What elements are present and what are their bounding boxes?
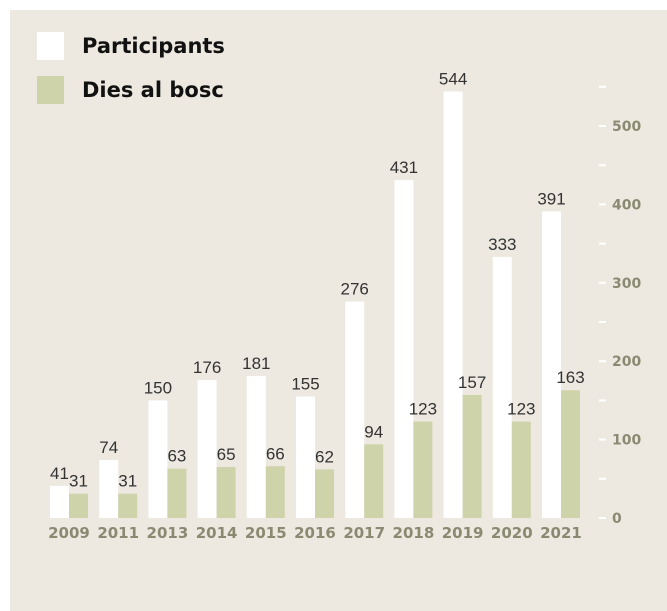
legend-swatch-participants	[37, 32, 64, 60]
x-tick-label: 2020	[491, 524, 533, 542]
bar-days	[413, 421, 433, 518]
bar-value-label-participants: 155	[291, 374, 319, 393]
bar-value-label-participants: 431	[390, 158, 418, 177]
bar-days	[561, 390, 580, 518]
bar-days	[118, 493, 138, 518]
y-axis: 0 100 200 300 400 500	[599, 85, 641, 527]
bar-value-label-participants: 181	[242, 354, 270, 373]
x-tick-label: 2021	[540, 524, 582, 542]
bar-value-label-participants: 544	[439, 70, 467, 89]
bar-value-label-participants: 74	[99, 438, 118, 457]
bar-participants	[542, 211, 561, 518]
bar-participants	[197, 380, 217, 518]
bar-participants	[492, 256, 512, 518]
bars	[50, 91, 580, 518]
bar-labels: 41 31743115063176651816615562276944311235…	[50, 70, 585, 491]
bar-value-label-days: 163	[556, 368, 584, 387]
bar-participants	[296, 396, 315, 518]
bar-value-label-participants: 333	[488, 235, 516, 254]
bar-participants	[246, 376, 266, 518]
bar-value-label-days: 123	[507, 400, 535, 419]
x-axis: 2009 2011 2013 2014 2015 2016 2017 2018 2019 2020…	[48, 524, 582, 542]
bar-days	[462, 394, 482, 518]
x-tick-label: 2014	[196, 524, 238, 542]
bar-value-label-participants: 150	[144, 378, 172, 397]
bar-value-label-participants: 276	[341, 280, 369, 299]
bar-days	[216, 467, 236, 518]
bar-days	[511, 421, 531, 518]
x-tick-label: 2016	[294, 524, 336, 542]
y-tick-label: 0	[612, 511, 622, 527]
y-tick-label: 500	[612, 119, 641, 135]
legend-label-days: Dies al bosc	[82, 78, 224, 102]
x-tick-label: 2015	[245, 524, 287, 542]
bar-participants	[148, 400, 168, 518]
bar-participants	[99, 459, 119, 518]
legend: Participants Dies al bosc	[37, 32, 225, 104]
bar-value-label-days: 62	[315, 447, 334, 466]
x-tick-label: 2019	[442, 524, 484, 542]
bar-days	[69, 493, 88, 518]
bar-value-label-participants: 176	[193, 358, 221, 377]
x-tick-label: 2018	[393, 524, 435, 542]
bar-participants	[394, 180, 414, 518]
bar-days	[315, 469, 334, 518]
bar-value-label-days: 65	[217, 445, 236, 464]
y-tick-label: 400	[612, 197, 641, 213]
bar-participants	[345, 301, 365, 518]
legend-swatch-days	[37, 76, 64, 104]
legend-label-participants: Participants	[82, 34, 225, 58]
bar-value-label-participants: 391	[537, 189, 565, 208]
y-tick-label: 100	[612, 433, 641, 449]
bar-value-label-participants: 41	[50, 464, 69, 483]
x-tick-label: 2017	[343, 524, 385, 542]
bar-days	[364, 444, 384, 518]
bar-value-label-days: 63	[167, 447, 186, 466]
bar-participants	[443, 91, 463, 518]
x-tick-label: 2009	[48, 524, 90, 542]
bar-days	[167, 468, 187, 518]
x-tick-label: 2013	[147, 524, 189, 542]
bar-value-label-days: 123	[409, 400, 437, 419]
x-tick-label: 2011	[97, 524, 139, 542]
bar-value-label-days: 31	[118, 472, 137, 491]
y-tick-label: 200	[612, 354, 641, 370]
y-tick-label: 300	[612, 276, 641, 292]
bar-value-label-days: 94	[364, 422, 383, 441]
bar-value-label-days: 31	[69, 472, 88, 491]
bar-value-label-days: 66	[266, 444, 285, 463]
bar-participants	[50, 485, 69, 518]
bar-days	[265, 466, 285, 518]
bar-value-label-days: 157	[458, 373, 486, 392]
